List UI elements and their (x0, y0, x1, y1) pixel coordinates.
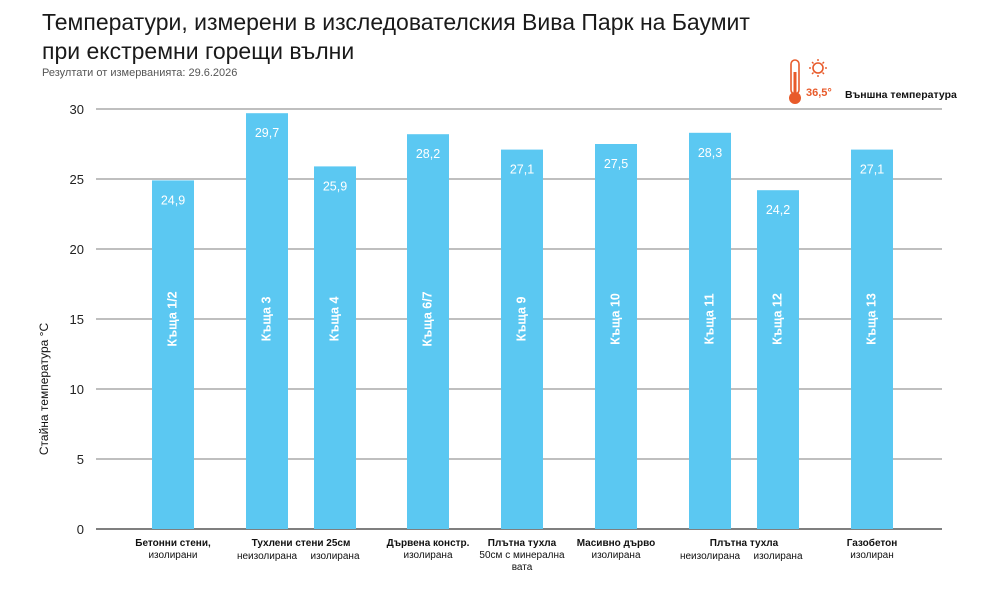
group-label: Плътна тухла (710, 538, 778, 550)
group-label-title: Тухлени стени 25см (251, 538, 351, 549)
bar-value-label: 25,9 (323, 179, 347, 193)
bar-category-label: Къща 1/2 (165, 291, 179, 346)
bar (851, 149, 893, 529)
group-label: неизолирана (680, 551, 740, 563)
bar (689, 132, 731, 530)
chart-subtitle: Резултати от измерванията: 29.6.2026 (42, 67, 238, 79)
group-label-sub: неизолирана (679, 551, 741, 562)
group-label: вата (512, 562, 533, 574)
group-label: изолирана (310, 551, 359, 563)
bar (246, 113, 288, 529)
group-label-title: Бетонни стени, (135, 538, 211, 549)
group-label-sub: изолирана (310, 551, 360, 562)
bar (314, 166, 356, 529)
group-label: Масивно дърво изолирана (577, 538, 656, 562)
y-tick-label: 0 (77, 522, 84, 537)
bar-value-label: 24,2 (766, 203, 790, 217)
chart-title-line-1: Температури, измерени в изследователския… (42, 9, 750, 35)
group-label-sub: вата (511, 562, 533, 573)
chart-title-line-2: при екстремни горещи вълни (42, 38, 355, 64)
bar-category-label: Къща 6/7 (420, 291, 434, 346)
thermometer-sun-icon (789, 59, 827, 104)
group-label-title: Газобетон (846, 538, 898, 549)
legend-label: Външна температура (845, 89, 957, 101)
bar-category-label: Къща 9 (514, 297, 528, 342)
bar-category-label: Къща 11 (702, 293, 716, 344)
bar (501, 149, 543, 529)
group-label-sub: 50см с минерална (479, 550, 565, 561)
bar-category-label: Къща 4 (327, 297, 341, 342)
bar (407, 134, 449, 529)
group-label-sub: изолирана (753, 551, 803, 562)
bar-value-label: 27,1 (860, 163, 884, 177)
y-tick-label: 20 (70, 242, 84, 257)
bar-value-label: 24,9 (161, 193, 185, 207)
bar-value-label: 28,2 (416, 147, 440, 161)
bar-category-label: Къща 10 (608, 293, 622, 345)
bar (595, 144, 637, 529)
y-tick-label: 5 (77, 452, 84, 467)
group-label: Тухлени стени 25см (252, 538, 351, 550)
bar-value-label: 27,5 (604, 157, 628, 171)
group-label-sub: изолирани (148, 550, 198, 561)
y-tick-label: 30 (70, 102, 84, 117)
y-tick-label: 15 (70, 312, 84, 327)
bar-value-label: 29,7 (255, 126, 279, 140)
group-label-sub: изолирана (591, 550, 641, 561)
group-label-title: Дървена констр. (386, 538, 470, 549)
bar-value-label: 28,3 (698, 146, 722, 160)
bar-value-label: 27,1 (510, 163, 534, 177)
group-label: Дървена констр. изолирана (387, 538, 470, 562)
group-label-sub: изолиран (850, 550, 894, 561)
chart-title: Температури, измерени в изследователския… (42, 8, 802, 66)
group-label-sub: изолирана (403, 550, 453, 561)
bar-category-label: Къща 13 (864, 293, 878, 345)
group-label-title: Плътна тухла (487, 538, 557, 549)
bar (152, 180, 194, 529)
group-label-sub: неизолирана (236, 551, 298, 562)
group-label: Газобетон изолиран (847, 538, 898, 562)
bar-category-label: Къща 12 (770, 293, 784, 345)
group-label-title: Масивно дърво (576, 538, 656, 549)
y-tick-label: 25 (70, 172, 84, 187)
bar-category-label: Къща 3 (259, 297, 273, 342)
group-label-title: Плътна тухла (709, 538, 779, 549)
group-label: изолирана (753, 551, 802, 563)
bar (757, 190, 799, 529)
group-label: Плътна тухла 50см с минерална (479, 538, 564, 562)
group-label: Бетонни стени, изолирани (135, 538, 210, 562)
legend-outside-temp: 36,5° (806, 87, 832, 99)
group-label: неизолирана (237, 551, 297, 563)
y-tick-label: 10 (70, 382, 84, 397)
